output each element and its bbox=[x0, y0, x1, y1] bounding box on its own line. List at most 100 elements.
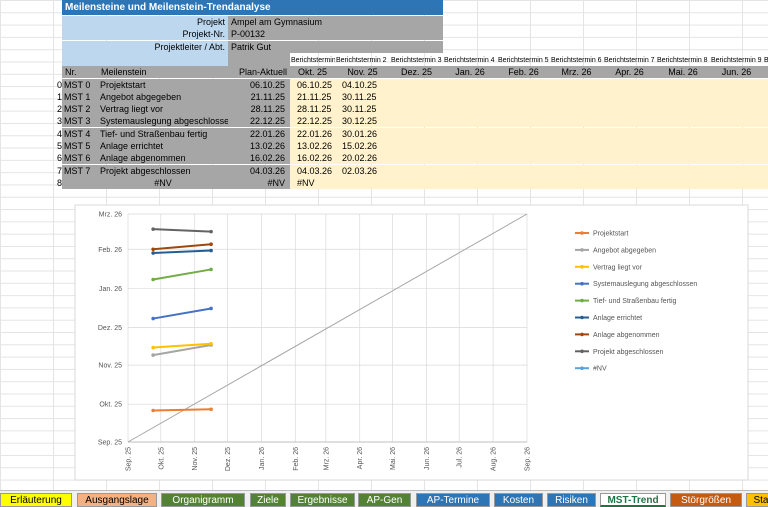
plan-date: 21.11.25 bbox=[250, 91, 285, 102]
report-date: 06.10.25 bbox=[297, 79, 333, 90]
report-date: #NV bbox=[297, 177, 315, 188]
series-line bbox=[152, 344, 212, 357]
series-line bbox=[152, 307, 212, 320]
row-number: 5 bbox=[56, 141, 62, 151]
column-header: Jan. 26 bbox=[443, 66, 497, 78]
row-bg bbox=[290, 164, 768, 177]
report-header: Berichtstermin 3 bbox=[391, 57, 442, 64]
legend-marker bbox=[580, 332, 584, 337]
y-tick-label: Feb. 26 bbox=[98, 247, 122, 254]
row-bg bbox=[62, 152, 290, 165]
report-date: 30.11.25 bbox=[342, 91, 377, 102]
y-tick-label: Sep. 25 bbox=[98, 440, 122, 447]
column-header: Jun. 26 bbox=[710, 66, 763, 78]
info-value: Ampel am Gymnasium bbox=[228, 16, 443, 28]
plan-date: 22.12.25 bbox=[249, 116, 285, 127]
row-bg bbox=[62, 78, 290, 91]
column-header: Mrz. 26 bbox=[550, 66, 603, 78]
y-tick-label: Okt. 25 bbox=[99, 402, 122, 409]
legend-marker bbox=[580, 366, 584, 371]
report-date: 28.11.25 bbox=[297, 104, 332, 115]
legend-marker bbox=[580, 298, 584, 303]
row-bg bbox=[62, 90, 290, 103]
row-bg bbox=[290, 140, 768, 152]
series-line bbox=[152, 268, 212, 281]
row-number: 4 bbox=[56, 128, 62, 139]
legend-marker bbox=[580, 265, 584, 269]
x-tick-label: Okt. 25 bbox=[158, 447, 165, 470]
x-tick-label: Mrz. 26 bbox=[323, 447, 330, 470]
plan-date: #NV bbox=[267, 177, 285, 188]
report-header: Berichtstermin 2 bbox=[336, 57, 387, 64]
milestone-nr: MST 7 bbox=[64, 165, 91, 176]
series-point bbox=[151, 408, 155, 413]
legend-label: Anlage abgenommen bbox=[593, 332, 660, 339]
row-number: 1 bbox=[56, 91, 62, 102]
report-date: 13.02.26 bbox=[297, 141, 333, 151]
column-header: Meilenstein bbox=[98, 66, 228, 78]
report-date: 22.12.25 bbox=[297, 116, 333, 127]
legend-marker bbox=[580, 248, 584, 252]
report-date: 30.01.26 bbox=[342, 128, 378, 139]
y-tick-label: Dez. 25 bbox=[98, 325, 122, 332]
series-point bbox=[151, 277, 155, 282]
column-header: Plan-Aktuell bbox=[228, 66, 290, 78]
sheet-tab[interactable]: MST-Trend bbox=[600, 493, 666, 507]
plan-date: 16.02.26 bbox=[249, 153, 285, 164]
x-tick-label: Jun. 26 bbox=[424, 447, 431, 470]
legend-label: Projekt abgeschlossen bbox=[593, 349, 664, 356]
milestone-name: Projektstart bbox=[100, 79, 146, 90]
info-label: Projekt-Nr. bbox=[62, 28, 228, 41]
x-tick-label: Nov. 25 bbox=[192, 447, 199, 471]
row-bg bbox=[62, 115, 290, 128]
info-fill bbox=[228, 53, 290, 66]
legend-label: #NV bbox=[593, 366, 607, 373]
row-bg bbox=[62, 164, 290, 177]
series-point bbox=[151, 251, 155, 255]
milestone-name: #NV bbox=[154, 177, 172, 188]
plan-date: 13.02.26 bbox=[249, 141, 285, 151]
series-point bbox=[209, 306, 213, 311]
series-point bbox=[151, 227, 155, 231]
row-bg bbox=[290, 78, 768, 91]
info-label: Projektleiter / Abt. bbox=[62, 40, 228, 53]
column-header: Nov. 25 bbox=[335, 66, 390, 78]
report-date: 15.02.26 bbox=[342, 141, 378, 151]
milestone-nr: MST 2 bbox=[64, 104, 91, 115]
row-number: 8 bbox=[56, 177, 62, 188]
column-header: Apr. 26 bbox=[603, 66, 656, 78]
series-line bbox=[153, 408, 212, 412]
row-bg bbox=[290, 103, 768, 116]
x-tick-label: Feb. 26 bbox=[293, 447, 300, 471]
legend-label: Angebot abgegeben bbox=[593, 247, 656, 254]
report-header: Berichtstermin 9 bbox=[711, 57, 762, 64]
report-date: 02.03.26 bbox=[342, 165, 378, 176]
milestone-nr: MST 0 bbox=[64, 79, 91, 90]
report-date: 22.01.26 bbox=[297, 128, 333, 139]
row-number: 7 bbox=[56, 165, 62, 176]
x-tick-label: Dez. 25 bbox=[225, 447, 232, 471]
row-bg bbox=[290, 152, 768, 165]
milestone-nr: MST 6 bbox=[64, 153, 91, 164]
series-point bbox=[209, 242, 213, 247]
column-header: Nr. bbox=[62, 66, 98, 78]
legend-marker bbox=[580, 231, 584, 235]
column-header: Mai. 26 bbox=[656, 66, 710, 78]
row-number: 2 bbox=[56, 104, 62, 115]
milestone-name: Anlage errichtet bbox=[100, 141, 164, 151]
milestone-name: Systemauslegung abgeschlossen bbox=[100, 116, 228, 127]
report-date: 30.12.25 bbox=[342, 116, 378, 127]
series-line bbox=[153, 243, 212, 251]
legend-label: Anlage errichtet bbox=[593, 315, 642, 322]
x-tick-label: Mai. 26 bbox=[390, 447, 397, 470]
x-tick-label: Jul. 26 bbox=[457, 447, 464, 468]
milestone-name: Anlage abgenommen bbox=[100, 153, 186, 164]
series-line bbox=[153, 249, 212, 255]
column-header: Dez. 25 bbox=[390, 66, 443, 78]
row-bg bbox=[290, 176, 768, 189]
y-tick-label: Jan. 26 bbox=[99, 286, 122, 293]
milestone-nr: MST 4 bbox=[64, 128, 91, 139]
series-line bbox=[153, 228, 212, 233]
legend-marker bbox=[580, 281, 584, 286]
